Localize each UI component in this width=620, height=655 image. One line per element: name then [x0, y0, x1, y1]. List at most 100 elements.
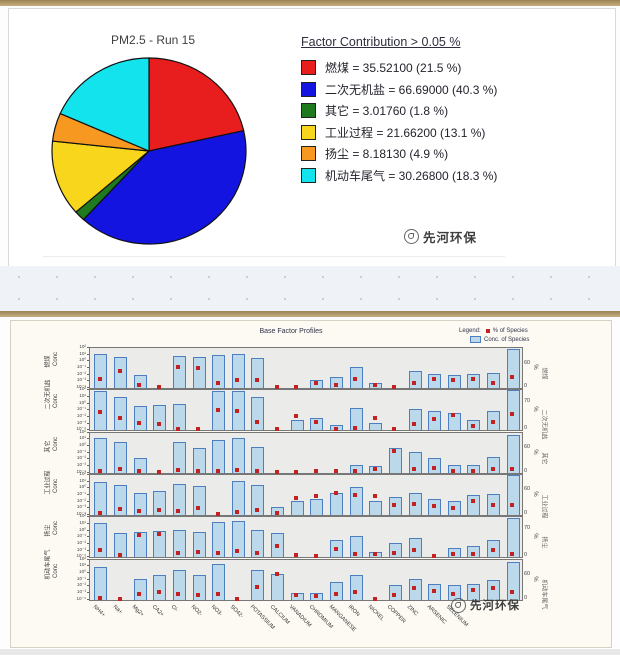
conc-bar [212, 521, 226, 558]
conc-bar [467, 495, 481, 515]
y-axis-tick [87, 360, 89, 362]
pct-dot [392, 384, 397, 389]
y-axis-tick-label: 10⁻³ [76, 504, 86, 510]
pct-dot [176, 551, 181, 556]
conc-bar [310, 499, 324, 515]
y-axis-tick-label: 10⁰ [79, 399, 86, 405]
pct-dot [274, 571, 279, 576]
pct-dot [156, 589, 161, 594]
conc-bar [506, 348, 520, 388]
conc-bar [114, 397, 127, 431]
x-species-label: ZINC [405, 603, 420, 618]
pct-dot [97, 548, 102, 552]
conc-bar [231, 353, 245, 388]
y-axis-tick [87, 473, 89, 475]
y-axis-tick [87, 429, 89, 431]
legend-item-4: 扬尘 = 8.18130 (4.9 %) [301, 143, 591, 165]
y-axis-tick-label: 10⁻⁴ [76, 510, 86, 516]
watermark-text: 先河环保 [470, 600, 520, 612]
watermark-top: 先河环保 [404, 227, 477, 246]
pct-dot [392, 448, 397, 453]
pct-dot [353, 492, 358, 497]
pct-dot [117, 553, 122, 558]
y-axis-tick-label: 10⁰ [79, 568, 86, 574]
y-axis-tick [87, 591, 89, 593]
pct-dot [313, 493, 318, 498]
y-axis-tick-label: 10² [79, 555, 86, 561]
pct-dot [353, 468, 358, 473]
pct-dot [137, 508, 142, 513]
pct-dot [254, 420, 259, 425]
conc-bar [172, 404, 186, 431]
y-axis-tick [87, 416, 89, 417]
conc-bar [290, 419, 304, 431]
conc-bar [349, 464, 363, 473]
pct-dot [470, 587, 475, 592]
conc-bar [231, 481, 245, 515]
pct-dot [215, 591, 220, 596]
pct-dot [470, 468, 475, 473]
y-axis-tick-label: 10⁻¹ [76, 406, 86, 412]
y-axis-tick-label: 10⁻² [76, 455, 86, 461]
pct-dot [137, 533, 142, 538]
pct-dot [117, 416, 122, 421]
conc-bar [310, 418, 324, 431]
conc-bar [212, 355, 226, 388]
y-axis-tick [87, 458, 89, 460]
y-axis-tick [87, 480, 89, 482]
x-species-label: NO2- [189, 603, 204, 618]
y-axis-tick-label: 10⁻³ [76, 588, 86, 594]
pct-dot [196, 468, 200, 473]
conc-bar [467, 584, 481, 600]
pct-dot [196, 592, 200, 597]
y-axis-tick [87, 571, 89, 573]
y-axis-tick-label: 10⁰ [79, 441, 86, 447]
conc-bar [330, 492, 343, 515]
legend-item-text: 其它 = 3.01760 (1.8 %) [325, 104, 449, 119]
conc-bar [251, 485, 265, 515]
x-species-label: NH4+ [91, 603, 106, 619]
pie-chart-title: PM2.5 - Run 15 [110, 33, 196, 47]
conc-bar [192, 448, 206, 473]
pct-dot [235, 468, 240, 473]
profiles-title: Base Factor Profiles [259, 328, 323, 335]
y-axis-tick-label: 10⁰ [79, 526, 86, 532]
conc-bar [428, 458, 442, 473]
y-axis-tick-label: 10² [79, 386, 86, 392]
y-axis-tick-label: 10¹ [79, 519, 86, 525]
pct-dot [254, 584, 259, 589]
pct-tick-max: 70 [524, 397, 531, 404]
pct-dot [372, 596, 377, 601]
conc-bar [349, 575, 363, 600]
legend-item-0: 燃煤 = 35.52100 (21.5 %) [301, 57, 591, 79]
pct-dot [451, 378, 456, 382]
pct-dot [235, 378, 240, 382]
y-axis-tick-label: 10¹ [79, 350, 86, 356]
pie-slice-1 [82, 129, 247, 245]
conc-bar [153, 490, 167, 515]
y-axis-tick-label: 10⁻¹ [76, 575, 86, 581]
legend-title: Factor Contribution > 0.05 % [301, 35, 461, 49]
legend-item-text: 燃煤 = 35.52100 (21.5 %) [325, 61, 462, 76]
conc-bar [153, 404, 167, 431]
pct-dot [510, 589, 515, 594]
pct-dot [451, 552, 456, 556]
y-axis-tick-label: 10⁻⁴ [76, 595, 86, 601]
y-axis-tick-label: 10⁻¹ [76, 533, 86, 539]
y-axis-tick-label: 10² [79, 470, 86, 476]
pct-dot [333, 382, 338, 387]
y-axis-tick [87, 451, 89, 453]
separator-band [0, 266, 620, 552]
y-axis-tick [87, 516, 89, 518]
conc-bar [251, 358, 265, 388]
y-axis-tick [87, 565, 89, 567]
conc-bar [172, 569, 186, 600]
y-axis-tick-label: 10⁻² [76, 370, 86, 376]
conc-bar [251, 397, 265, 431]
pct-dot [97, 410, 102, 415]
y-axis-tick [87, 598, 89, 600]
y-axis-tick-label: 10¹ [79, 435, 86, 441]
y-axis-tick-label: 10⁻¹ [76, 448, 86, 454]
pct-dot [412, 548, 416, 552]
pie-slice-3 [51, 140, 151, 213]
